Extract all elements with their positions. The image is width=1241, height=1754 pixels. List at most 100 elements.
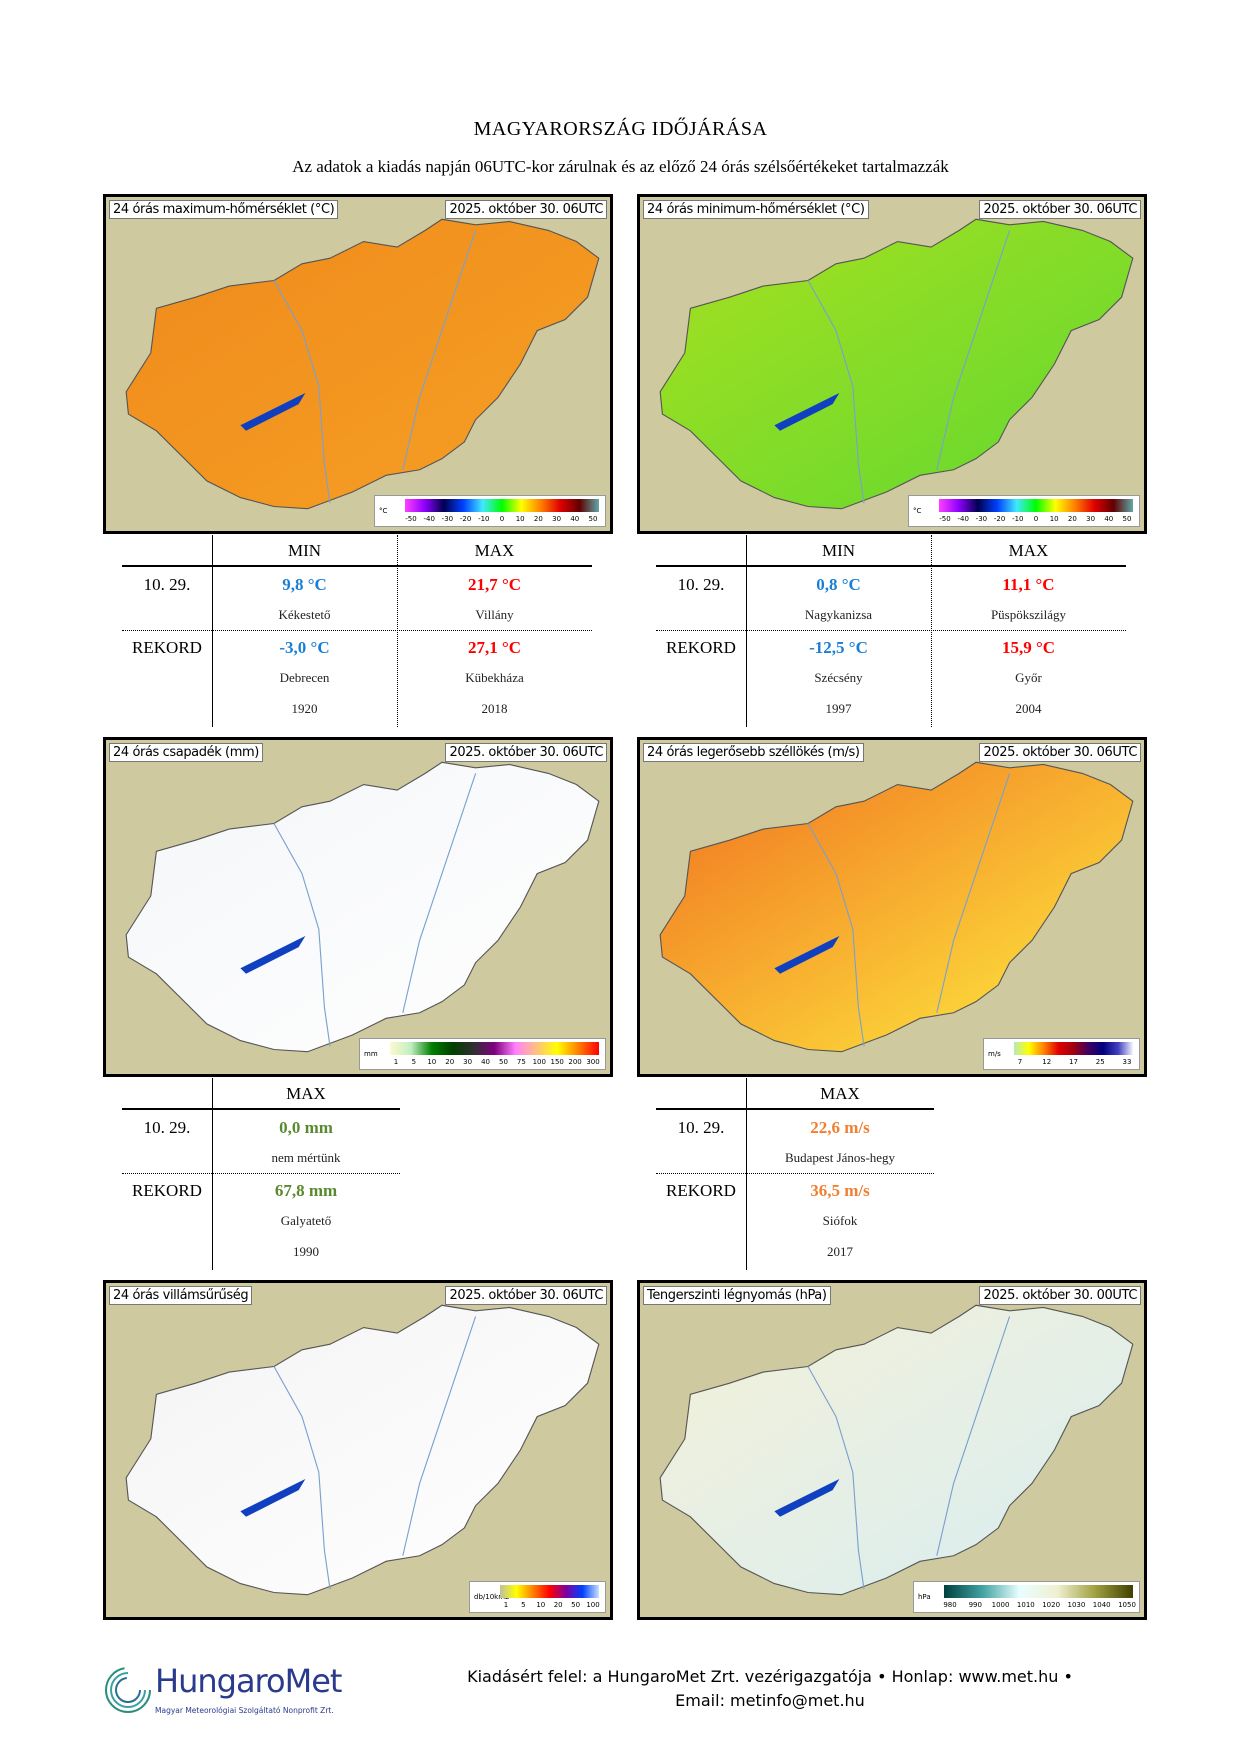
legend-tick-label: -10 xyxy=(1012,515,1024,523)
record-max-value: 67,8 mm xyxy=(274,1181,338,1200)
hungary-map xyxy=(125,218,600,510)
country-area xyxy=(659,218,1134,510)
color-legend: m/s 7 12 17 25 33 xyxy=(983,1038,1140,1070)
country-area xyxy=(659,761,1134,1053)
map-date: 2025. október 30. 06UTC xyxy=(979,200,1141,219)
map-title: 24 órás villámsűrűség xyxy=(109,1286,253,1305)
legend-tick-label: -50 xyxy=(405,515,417,523)
map-title: 24 órás csapadék (mm) xyxy=(109,743,263,762)
legend-tick-label: 20 xyxy=(445,1058,455,1066)
legend-tick-label: 100 xyxy=(532,1058,546,1066)
map-date: 2025. október 30. 06UTC xyxy=(979,743,1141,762)
logo-name: HungaroMet xyxy=(155,1662,342,1700)
day-max-place: Püspökszilágy xyxy=(990,607,1067,622)
river-tisza xyxy=(402,230,477,470)
day-min-value: 9,8 °C xyxy=(282,575,327,594)
page-subtitle: Az adatok a kiadás napján 06UTC-kor záru… xyxy=(292,157,949,176)
record-min-year: 1997 xyxy=(825,701,852,716)
day-max-place: nem mértünk xyxy=(271,1150,341,1165)
river-danube xyxy=(807,1366,865,1590)
legend-tick-label: 100 xyxy=(586,1601,600,1609)
table-temp-max: MIN MAX 10. 29. 9,8 °C 21,7 °C Kékestető… xyxy=(122,535,602,727)
logo-subtitle: Magyar Meteorológiai Szolgáltató Nonprof… xyxy=(155,1706,334,1715)
river-danube xyxy=(807,823,865,1047)
table-wind-gust: MAX 10. 29. 22,6 m/s Budapest János-hegy… xyxy=(656,1078,936,1270)
day-max-place: Villány xyxy=(475,607,514,622)
legend-tick-label: 50 xyxy=(1122,515,1132,523)
lake-balaton xyxy=(774,1478,840,1517)
legend-tick-label: 33 xyxy=(1122,1058,1132,1066)
legend-tick-label: 50 xyxy=(588,515,598,523)
legend-color-bar xyxy=(390,1042,599,1055)
legend-tick-label: 40 xyxy=(1104,515,1114,523)
lake-balaton xyxy=(774,392,840,431)
legend-tick-label: 1010 xyxy=(1016,1601,1035,1609)
record-min-value: -12,5 °C xyxy=(809,638,868,657)
table-precipitation: MAX 10. 29. 0,0 mm nem mértünk REKORD 67… xyxy=(122,1078,402,1270)
day-min-place: Nagykanizsa xyxy=(804,607,873,622)
legend-unit: db/10km2 xyxy=(474,1593,510,1601)
country-area xyxy=(125,1304,600,1596)
record-max-place: Kübekháza xyxy=(465,670,524,685)
record-max-year: 2018 xyxy=(481,701,508,716)
legend-tick-label: 40 xyxy=(481,1058,490,1066)
legend-tick-label: 50 xyxy=(571,1601,581,1609)
record-max-value: 36,5 m/s xyxy=(810,1181,870,1200)
legend-tick-label: 10 xyxy=(515,515,525,523)
record-max-value: 15,9 °C xyxy=(1001,638,1056,657)
legend-tick-label: -20 xyxy=(459,515,472,523)
lake-balaton xyxy=(240,1478,306,1517)
legend-tick-label: 1 xyxy=(503,1601,509,1609)
record-min-place: Szécsény xyxy=(814,670,863,685)
row-record-label: REKORD xyxy=(132,638,202,657)
legend-tick-label: 10 xyxy=(427,1058,437,1066)
row-record-label: REKORD xyxy=(666,638,736,657)
legend-tick-label: 1040 xyxy=(1092,1601,1111,1609)
table-temp-min: MIN MAX 10. 29. 0,8 °C 11,1 °C Nagykaniz… xyxy=(656,535,1136,727)
legend-tick-label: -30 xyxy=(975,515,988,523)
map-title: 24 órás minimum-hőmérséklet (°C) xyxy=(643,200,869,219)
legend-tick-label: 20 xyxy=(553,1601,563,1609)
legend-unit: m/s xyxy=(988,1050,1001,1058)
legend-unit: mm xyxy=(364,1050,378,1058)
header-max: MAX xyxy=(1008,541,1049,560)
hungary-map xyxy=(659,218,1134,510)
legend-tick-label: -10 xyxy=(478,515,490,523)
legend-tick-label: 150 xyxy=(550,1058,564,1066)
color-legend: hPa 980 990 1000 1010 1020 1030 1040 1050 xyxy=(913,1581,1140,1613)
record-max-year: 2017 xyxy=(827,1244,853,1259)
legend-tick-label: 200 xyxy=(568,1058,582,1066)
header-max: MAX xyxy=(474,541,515,560)
map-precipitation: 24 órás csapadék (mm) 2025. október 30. … xyxy=(103,737,613,1077)
map-date: 2025. október 30. 06UTC xyxy=(445,200,607,219)
legend-tick-label: 30 xyxy=(463,1058,473,1066)
river-tisza xyxy=(936,230,1011,470)
day-max-place: Budapest János-hegy xyxy=(784,1150,896,1165)
header-max: MAX xyxy=(286,1084,326,1103)
legend-tick-label: 0 xyxy=(1033,515,1039,523)
legend-tick-label: 20 xyxy=(1067,515,1077,523)
record-max-place: Siófok xyxy=(822,1213,858,1228)
lake-balaton xyxy=(774,935,840,974)
page-title: MAGYARORSZÁG IDŐJÁRÁSA xyxy=(473,118,768,140)
hungary-map xyxy=(659,1304,1134,1596)
legend-tick-label: 17 xyxy=(1069,1058,1078,1066)
legend-color-bar xyxy=(1014,1042,1133,1055)
legend-unit: °C xyxy=(379,507,388,515)
legend-unit: hPa xyxy=(918,1593,931,1601)
header-max: MAX xyxy=(820,1084,860,1103)
hungary-map xyxy=(659,761,1134,1053)
legend-tick-label: 980 xyxy=(943,1601,957,1609)
day-min-value: 0,8 °C xyxy=(816,575,861,594)
legend-tick-label: 12 xyxy=(1042,1058,1052,1066)
color-legend: mm 1 5 10 20 30 40 50 75 100 150 200 300 xyxy=(359,1038,606,1070)
legend-tick-label: 50 xyxy=(498,1058,508,1066)
map-date: 2025. október 30. 06UTC xyxy=(445,1286,607,1305)
legend-tick-label: 1050 xyxy=(1118,1601,1136,1609)
legend-tick-label: 7 xyxy=(1017,1058,1023,1066)
header-min: MIN xyxy=(287,541,322,560)
river-tisza xyxy=(402,1316,477,1556)
legend-tick-label: 1020 xyxy=(1042,1601,1061,1609)
legend-tick-label: 10 xyxy=(536,1601,546,1609)
legend-tick-label: 0 xyxy=(499,515,505,523)
